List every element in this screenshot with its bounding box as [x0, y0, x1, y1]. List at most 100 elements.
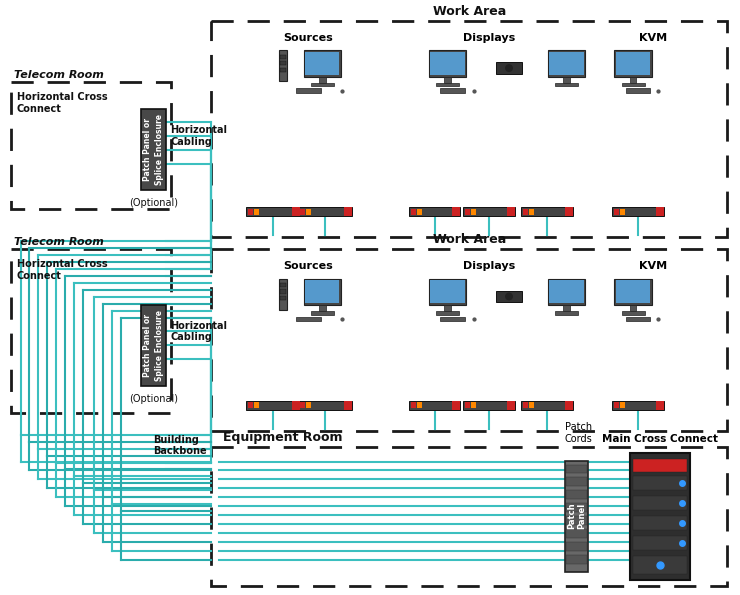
- Bar: [292, 208, 300, 217]
- Bar: [440, 317, 465, 321]
- Bar: [626, 317, 650, 321]
- Bar: [319, 305, 326, 311]
- Bar: [436, 83, 459, 86]
- Bar: [411, 209, 416, 215]
- Bar: [496, 62, 522, 74]
- Bar: [278, 51, 286, 82]
- Bar: [344, 401, 352, 410]
- Bar: [555, 83, 578, 86]
- Bar: [306, 402, 312, 408]
- Bar: [555, 311, 578, 315]
- Bar: [529, 209, 534, 215]
- Bar: [507, 401, 515, 410]
- Text: Sources: Sources: [283, 261, 333, 271]
- Bar: [565, 542, 588, 551]
- Bar: [614, 51, 652, 77]
- Bar: [305, 52, 340, 75]
- Bar: [565, 529, 588, 538]
- Bar: [246, 208, 300, 217]
- Text: Work Area: Work Area: [433, 5, 506, 18]
- Bar: [463, 208, 515, 217]
- Bar: [303, 279, 341, 305]
- Bar: [141, 109, 166, 190]
- Bar: [521, 401, 573, 410]
- Bar: [296, 88, 320, 93]
- Bar: [565, 490, 588, 499]
- Text: Displays: Displays: [463, 261, 515, 271]
- Bar: [292, 401, 300, 410]
- Text: Main Cross Connect: Main Cross Connect: [602, 434, 718, 444]
- Bar: [565, 477, 588, 486]
- Bar: [280, 283, 286, 287]
- Bar: [548, 51, 585, 77]
- Text: Horizontal Cross
Connect: Horizontal Cross Connect: [16, 259, 107, 281]
- Bar: [616, 280, 650, 303]
- Text: Patch Panel or
Splice Enclosure: Patch Panel or Splice Enclosure: [144, 114, 164, 185]
- Bar: [471, 209, 477, 215]
- Bar: [248, 209, 253, 215]
- Bar: [246, 401, 300, 410]
- Bar: [616, 52, 650, 75]
- Bar: [311, 83, 334, 86]
- Bar: [630, 305, 636, 311]
- Bar: [411, 402, 416, 408]
- Bar: [633, 516, 687, 530]
- Text: Patch Panel or
Splice Enclosure: Patch Panel or Splice Enclosure: [144, 310, 164, 381]
- Bar: [248, 402, 253, 408]
- Bar: [298, 401, 352, 410]
- Text: Horizontal Cross
Connect: Horizontal Cross Connect: [16, 92, 107, 114]
- Bar: [550, 280, 584, 303]
- Bar: [633, 496, 687, 510]
- Bar: [521, 208, 573, 217]
- Text: Telecom Room: Telecom Room: [13, 237, 104, 247]
- Bar: [254, 209, 259, 215]
- Bar: [280, 68, 286, 71]
- Bar: [523, 402, 528, 408]
- Bar: [408, 208, 460, 217]
- Bar: [431, 280, 465, 303]
- Text: Horizontal
Cabling: Horizontal Cabling: [170, 321, 227, 342]
- Bar: [344, 208, 352, 217]
- Bar: [656, 208, 664, 217]
- Bar: [417, 402, 422, 408]
- Bar: [633, 459, 687, 472]
- Bar: [612, 401, 664, 410]
- Bar: [548, 279, 585, 305]
- Text: KVM: KVM: [639, 261, 667, 271]
- Bar: [622, 83, 645, 86]
- Bar: [565, 401, 573, 410]
- Text: Telecom Room: Telecom Room: [13, 70, 104, 80]
- Text: KVM: KVM: [639, 33, 667, 43]
- Bar: [620, 402, 625, 408]
- Bar: [306, 209, 312, 215]
- Bar: [565, 503, 588, 512]
- Bar: [428, 279, 466, 305]
- Bar: [431, 52, 465, 75]
- Bar: [496, 291, 522, 302]
- Text: (Optional): (Optional): [129, 394, 178, 404]
- Bar: [280, 55, 286, 59]
- Bar: [565, 555, 588, 564]
- Bar: [428, 51, 466, 77]
- Bar: [633, 536, 687, 550]
- Bar: [507, 208, 515, 217]
- Bar: [614, 209, 619, 215]
- Bar: [280, 296, 286, 300]
- Bar: [563, 77, 570, 83]
- Bar: [465, 402, 471, 408]
- Bar: [565, 465, 588, 474]
- Bar: [278, 279, 286, 310]
- Bar: [254, 402, 259, 408]
- Bar: [550, 52, 584, 75]
- Bar: [622, 311, 645, 315]
- Text: Patch
Cords: Patch Cords: [565, 422, 593, 444]
- Bar: [633, 556, 687, 574]
- Text: Displays: Displays: [463, 33, 515, 43]
- Circle shape: [505, 293, 512, 300]
- Bar: [452, 401, 460, 410]
- Bar: [141, 305, 166, 386]
- Text: Patch
Panel: Patch Panel: [567, 503, 586, 530]
- Bar: [614, 402, 619, 408]
- Bar: [280, 289, 286, 293]
- Bar: [620, 209, 625, 215]
